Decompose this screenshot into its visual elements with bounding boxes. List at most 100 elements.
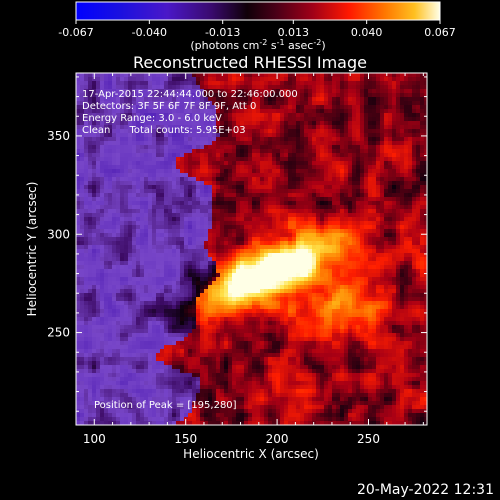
heatmap-cell [420, 141, 424, 145]
heatmap-cell [292, 77, 296, 81]
heatmap-cell [388, 221, 392, 225]
heatmap-cell [408, 217, 412, 221]
heatmap-cell [232, 289, 236, 293]
heatmap-cell [276, 177, 280, 181]
heatmap-cell [256, 269, 260, 273]
heatmap-cell [232, 109, 236, 113]
heatmap-cell [104, 269, 108, 273]
heatmap-cell [188, 121, 192, 125]
heatmap-cell [308, 229, 312, 233]
heatmap-cell [356, 121, 360, 125]
heatmap-cell [172, 213, 176, 217]
heatmap-cell [124, 185, 128, 189]
heatmap-cell [96, 177, 100, 181]
heatmap-cell [176, 229, 180, 233]
heatmap-cell [316, 137, 320, 141]
heatmap-cell [156, 237, 160, 241]
heatmap-cell [272, 197, 276, 201]
heatmap-cell [144, 97, 148, 101]
heatmap-cell [180, 181, 184, 185]
heatmap-cell [156, 297, 160, 301]
heatmap-cell [284, 273, 288, 277]
heatmap-cell [372, 97, 376, 101]
heatmap-cell [308, 257, 312, 261]
heatmap-cell [188, 197, 192, 201]
heatmap-cell [240, 189, 244, 193]
heatmap-cell [172, 181, 176, 185]
heatmap-cell [416, 89, 420, 93]
heatmap-cell [396, 97, 400, 101]
heatmap-cell [128, 293, 132, 297]
heatmap-cell [132, 73, 136, 77]
heatmap-cell [396, 73, 400, 77]
heatmap-cell [404, 137, 408, 141]
heatmap-cell [352, 113, 356, 117]
heatmap-cell [276, 225, 280, 229]
heatmap-cell [384, 113, 388, 117]
heatmap-cell [308, 289, 312, 293]
heatmap-cell [320, 125, 324, 129]
heatmap-cell [328, 125, 332, 129]
heatmap-cell [384, 85, 388, 89]
heatmap-cell [400, 153, 404, 157]
heatmap-cell [240, 109, 244, 113]
heatmap-cell [420, 133, 424, 137]
heatmap-cell [300, 213, 304, 217]
heatmap-cell [140, 249, 144, 253]
heatmap-cell [140, 221, 144, 225]
heatmap-cell [256, 237, 260, 241]
heatmap-cell [204, 217, 208, 221]
heatmap-cell [176, 289, 180, 293]
heatmap-cell [216, 253, 220, 257]
heatmap-cell [404, 229, 408, 233]
heatmap-cell [176, 85, 180, 89]
heatmap-cell [116, 193, 120, 197]
heatmap-cell [424, 205, 427, 209]
heatmap-cell [344, 285, 348, 289]
heatmap-cell [216, 261, 220, 265]
heatmap-cell [216, 221, 220, 225]
heatmap-cell [396, 285, 400, 289]
heatmap-cell [408, 241, 412, 245]
heatmap-cell [204, 117, 208, 121]
heatmap-cell [244, 257, 248, 261]
heatmap-cell [108, 277, 112, 281]
heatmap-cell [304, 169, 308, 173]
heatmap-cell [140, 197, 144, 201]
heatmap-cell [344, 73, 348, 77]
heatmap-cell [272, 281, 276, 285]
heatmap-cell [156, 293, 160, 297]
heatmap-cell [236, 161, 240, 165]
heatmap-cell [176, 237, 180, 241]
heatmap-cell [232, 141, 236, 145]
heatmap-cell [388, 273, 392, 277]
heatmap-cell [144, 269, 148, 273]
heatmap-cell [240, 77, 244, 81]
heatmap-cell [308, 157, 312, 161]
heatmap-cell [160, 293, 164, 297]
heatmap-cell [272, 97, 276, 101]
heatmap-cell [268, 137, 272, 141]
heatmap-cell [412, 233, 416, 237]
heatmap-cell [236, 145, 240, 149]
heatmap-cell [424, 105, 427, 109]
heatmap-cell [108, 161, 112, 165]
heatmap-cell [268, 141, 272, 145]
heatmap-cell [124, 277, 128, 281]
heatmap-cell [372, 73, 376, 77]
heatmap-cell [204, 161, 208, 165]
heatmap-cell [116, 205, 120, 209]
heatmap-cell [80, 73, 84, 77]
heatmap-cell [224, 89, 228, 93]
heatmap-cell [360, 261, 364, 265]
heatmap-cell [412, 81, 416, 85]
heatmap-cell [168, 157, 172, 161]
heatmap-cell [144, 109, 148, 113]
heatmap-cell [348, 157, 352, 161]
heatmap-cell [80, 185, 84, 189]
heatmap-cell [308, 185, 312, 189]
heatmap-cell [324, 205, 328, 209]
heatmap-cell [296, 93, 300, 97]
heatmap-cell [256, 189, 260, 193]
heatmap-cell [292, 289, 296, 293]
